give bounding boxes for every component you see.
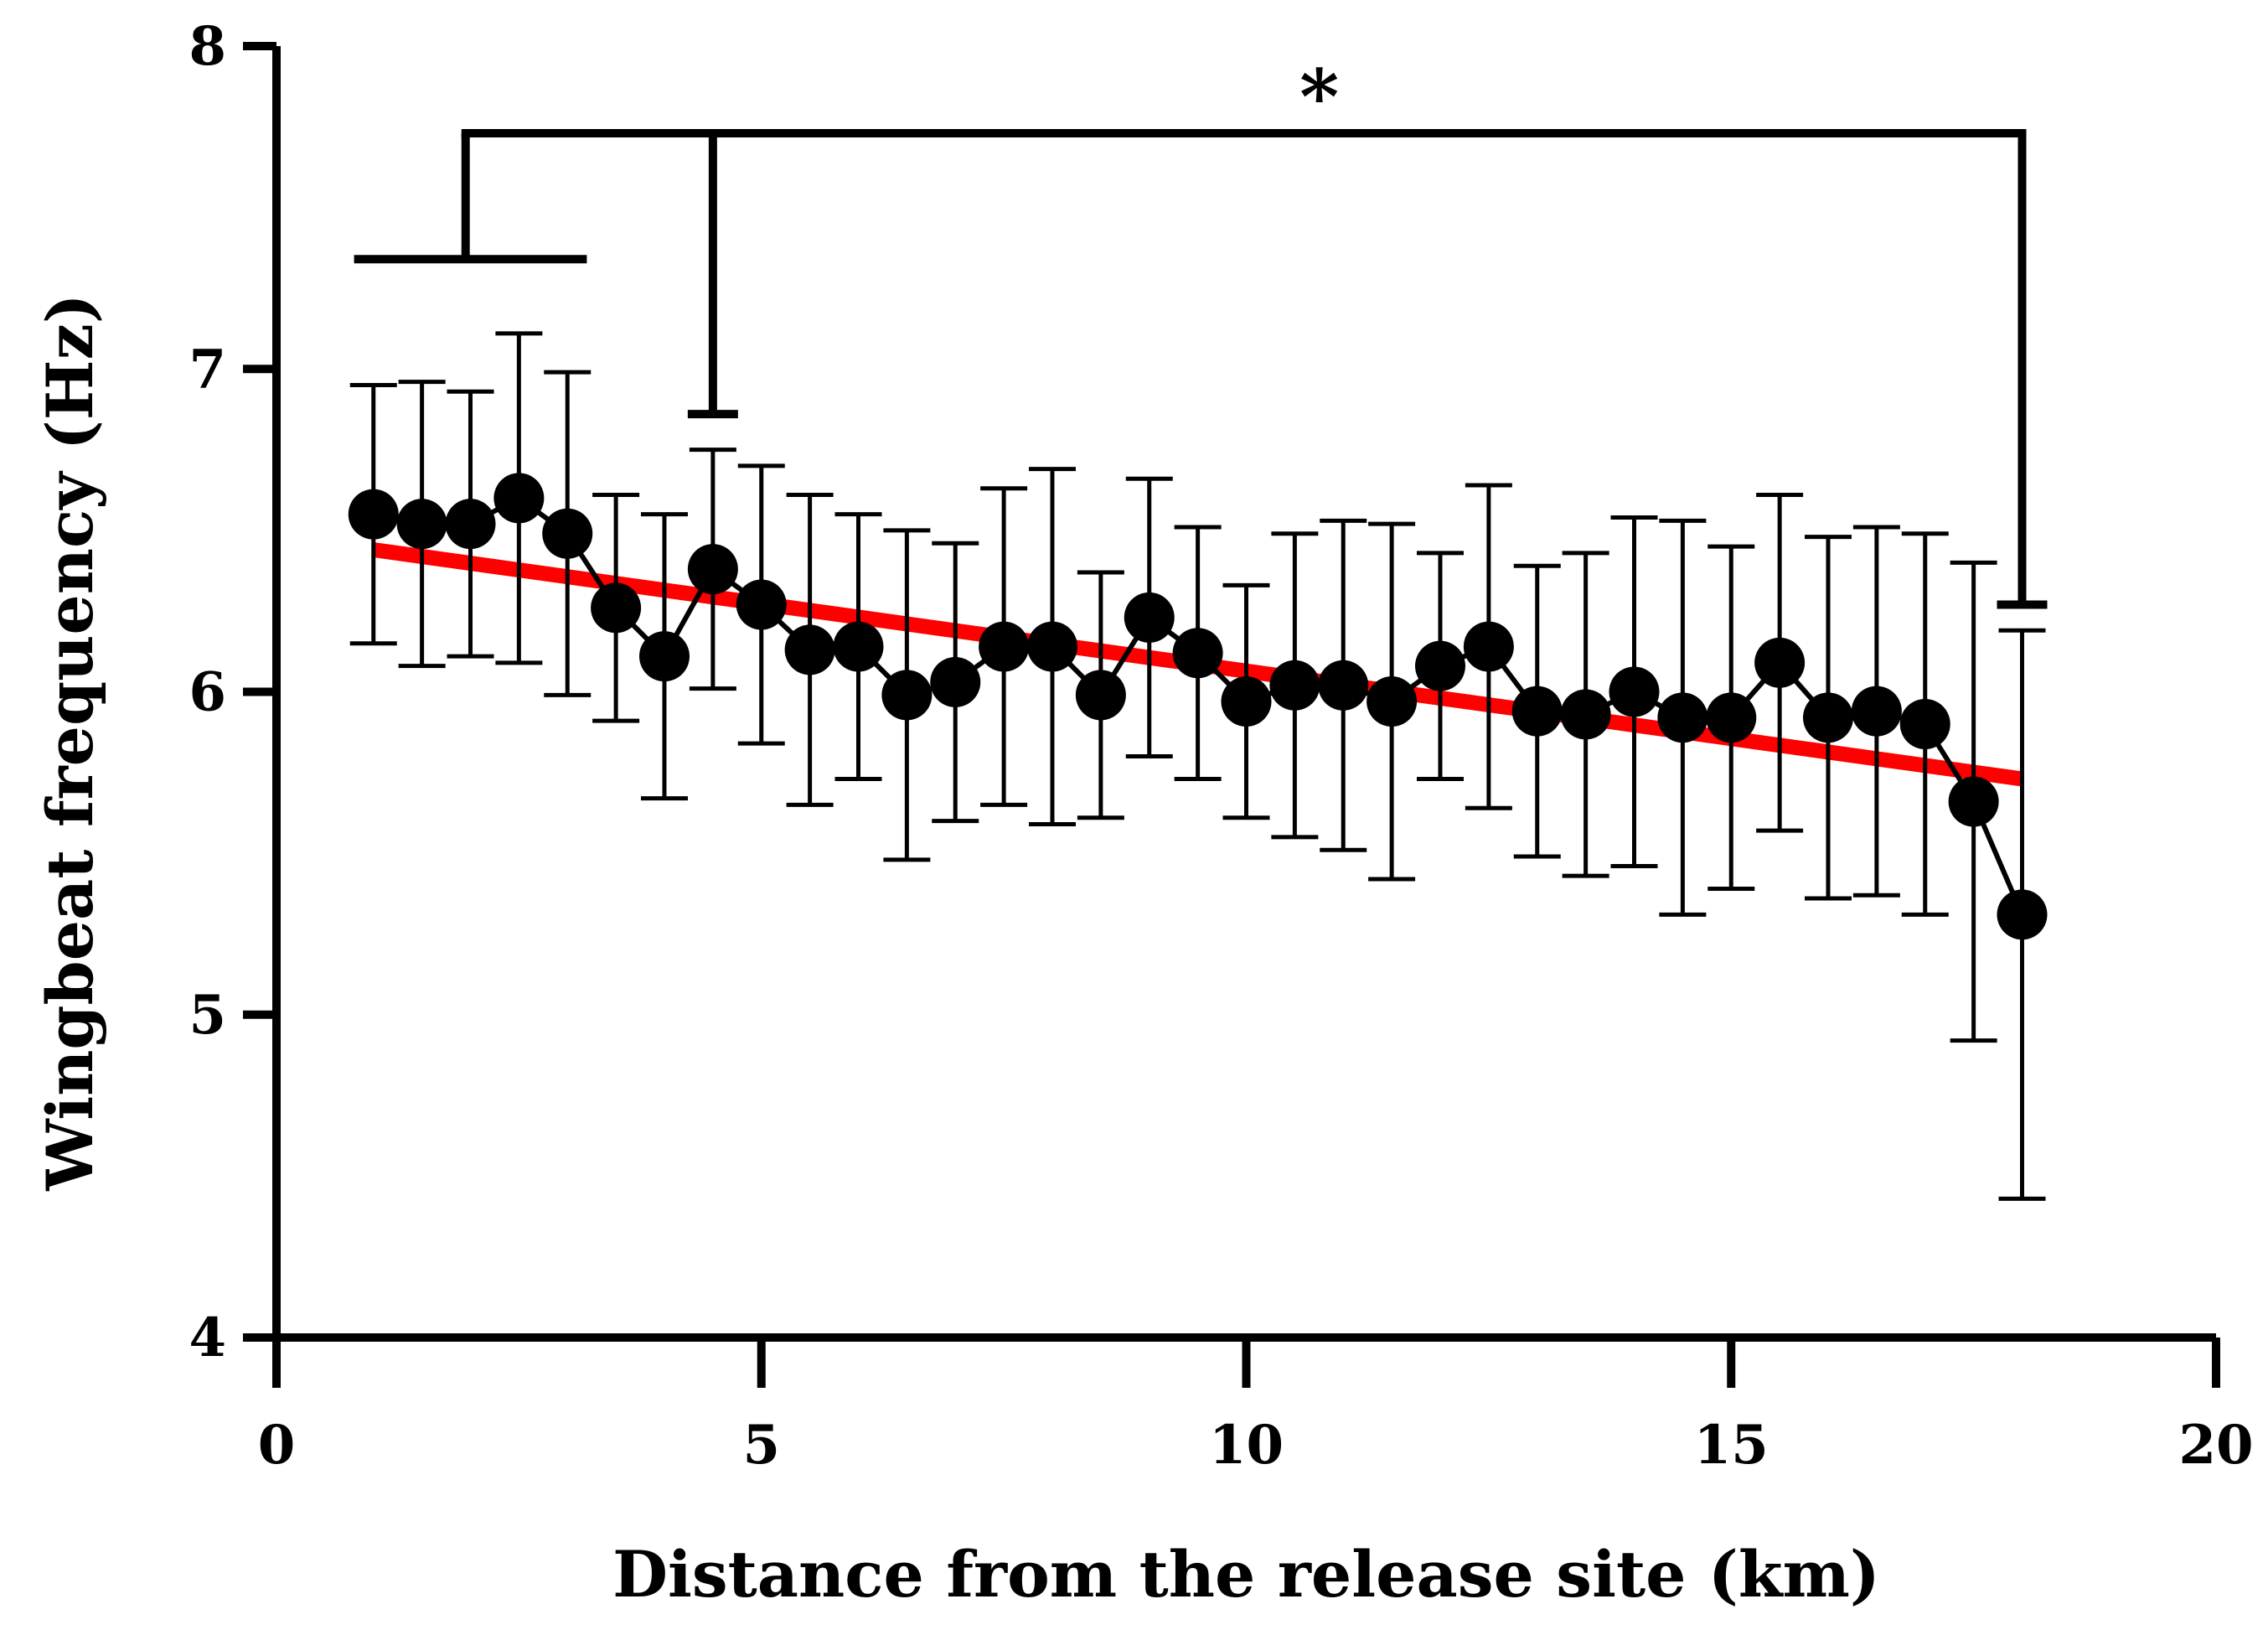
y-tick-label: 8 (189, 15, 226, 78)
data-point (687, 544, 738, 595)
significance-bracket (354, 129, 2048, 609)
y-tick-label: 7 (189, 338, 226, 401)
x-tick-label: 10 (1209, 1414, 1284, 1477)
data-point (736, 579, 787, 630)
series-layer (348, 331, 2048, 1201)
x-tick-label: 15 (1694, 1414, 1769, 1477)
data-point (1948, 776, 1999, 827)
data-point (833, 621, 884, 672)
data-point (542, 508, 593, 559)
significance-star: * (1299, 53, 1339, 142)
y-tick-label: 4 (189, 1307, 226, 1369)
data-point (1609, 666, 1660, 717)
data-point (1269, 660, 1320, 711)
data-point (591, 582, 642, 634)
y-axis-title: Wingbeat frequency (Hz) (33, 293, 107, 1191)
data-point (348, 489, 399, 540)
x-tick-label: 20 (2178, 1414, 2253, 1477)
data-point (1754, 637, 1806, 688)
data-point (1899, 699, 1950, 750)
data-point (930, 656, 981, 707)
x-tick-label: 5 (742, 1414, 780, 1477)
data-point (1318, 660, 1369, 711)
data-point (1172, 628, 1223, 679)
data-point (1511, 686, 1563, 737)
x-tick-label: 0 (258, 1414, 296, 1477)
data-point (1415, 640, 1465, 691)
data-point (396, 499, 447, 550)
data-point (979, 621, 1030, 672)
data-point (1803, 692, 1853, 743)
x-axis-title: Distance from the release site (km) (612, 1537, 1880, 1612)
data-point (881, 670, 933, 721)
data-point (1560, 689, 1611, 740)
data-point (1463, 621, 1514, 672)
data-point (784, 624, 835, 675)
data-point (1657, 692, 1708, 743)
data-point (639, 631, 690, 682)
data-point (1366, 676, 1418, 727)
data-point (445, 499, 496, 550)
data-point (493, 473, 545, 524)
data-point (1706, 692, 1757, 743)
y-tick-label: 6 (189, 661, 226, 724)
data-point (1075, 670, 1126, 721)
data-point (1997, 889, 2048, 940)
data-point (1124, 592, 1175, 643)
y-tick-label: 5 (189, 984, 226, 1047)
data-point (1851, 686, 1902, 737)
data-point (1221, 676, 1272, 727)
data-point (1027, 621, 1077, 672)
axes: 4 5 6 7 8 0 5 10 15 20 (189, 15, 2253, 1477)
